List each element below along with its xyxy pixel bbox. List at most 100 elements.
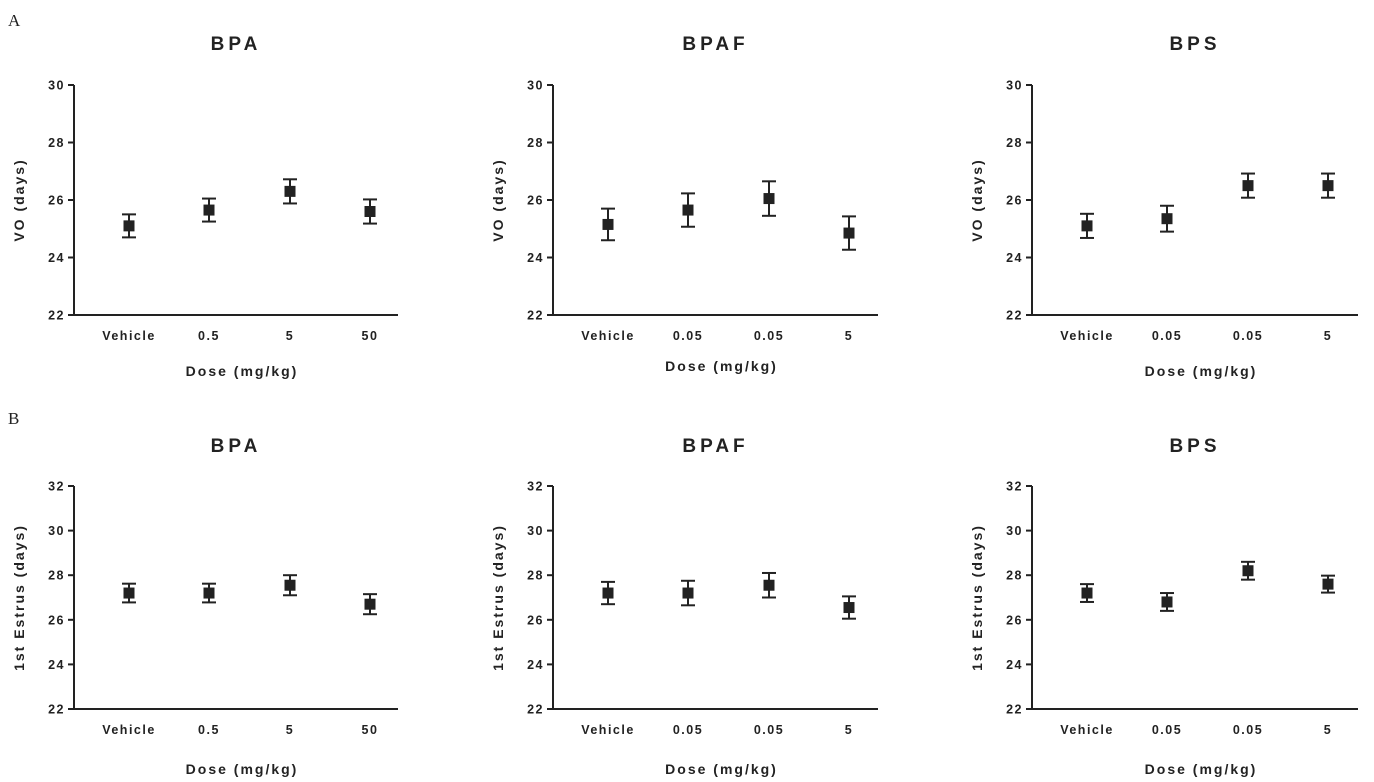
y-tick-label: 22	[1006, 309, 1023, 323]
chart-title: BPAF	[682, 34, 748, 55]
y-tick-label: 30	[1006, 524, 1023, 538]
chart-b-bpaf: BPAF 22 24 26 28 30 32 1st Estrus (days) Vehicle…	[490, 436, 878, 777]
data-point	[1161, 213, 1173, 225]
data-point	[682, 587, 694, 599]
x-tick-label: Vehicle	[581, 723, 635, 737]
data-point	[763, 579, 775, 591]
x-tick-label: Vehicle	[1060, 723, 1114, 737]
y-tick-label: 28	[527, 569, 544, 583]
y-tick-label: 26	[48, 613, 65, 627]
data-point	[843, 227, 855, 239]
y-tick-label: 24	[1006, 251, 1023, 265]
y-tick-label: 30	[527, 524, 544, 538]
y-tick-label: 28	[1006, 569, 1023, 583]
x-tick-label: 50	[362, 723, 379, 737]
x-tick-label: 0.05	[673, 723, 703, 737]
data-point	[602, 587, 614, 599]
y-tick-label: 24	[48, 251, 65, 265]
y-axis-label: VO (days)	[490, 158, 506, 241]
y-tick-label: 22	[527, 309, 544, 323]
chart-title: BPAF	[682, 436, 748, 457]
data-point	[1242, 565, 1254, 577]
y-tick-label: 26	[527, 613, 544, 627]
y-tick-label: 26	[1006, 194, 1023, 208]
x-axis-label: Dose (mg/kg)	[186, 363, 299, 379]
y-axis-label: VO (days)	[11, 158, 27, 241]
data-point	[284, 579, 296, 591]
chart-title: BPA	[211, 436, 262, 457]
data-point	[1242, 180, 1254, 192]
chart-title: BPS	[1169, 436, 1220, 457]
data-point	[602, 218, 614, 230]
y-axis-label: VO (days)	[969, 158, 985, 241]
y-tick-label: 28	[48, 569, 65, 583]
x-axis-label: Dose (mg/kg)	[665, 761, 778, 777]
x-tick-label: 5	[845, 329, 853, 343]
data-point	[843, 602, 855, 614]
y-tick-label: 32	[48, 480, 65, 494]
y-tick-label: 22	[527, 703, 544, 717]
x-axis-label: Dose (mg/kg)	[665, 358, 778, 374]
y-tick-label: 26	[527, 194, 544, 208]
x-tick-label: Vehicle	[102, 723, 156, 737]
y-tick-label: 32	[527, 480, 544, 494]
data-point	[1322, 578, 1334, 590]
chart-title: BPS	[1169, 34, 1220, 55]
chart-b-bpa: BPA 22 24 26 28 30 32 1st Estrus (days) Vehicle 0…	[11, 436, 398, 777]
x-tick-label: 0.05	[754, 723, 784, 737]
y-tick-label: 28	[48, 136, 65, 150]
panel-letter-a: A	[8, 11, 21, 30]
y-tick-label: 30	[48, 79, 65, 93]
x-axis-label: Dose (mg/kg)	[186, 761, 299, 777]
y-tick-label: 24	[48, 658, 65, 672]
chart-b-bps: BPS 22 24 26 28 30 32 1st Estrus (days) Vehicle 0…	[969, 436, 1358, 777]
y-axis-label: 1st Estrus (days)	[490, 524, 506, 671]
y-tick-label: 28	[527, 136, 544, 150]
chart-a-bpaf: BPAF 22 24 26 28 30 VO (days) Vehicle 0.05 0.05 5 D…	[490, 34, 878, 374]
y-tick-label: 24	[527, 658, 544, 672]
x-tick-label: Vehicle	[1060, 329, 1114, 343]
x-tick-label: 0.05	[1152, 723, 1182, 737]
chart-title: BPA	[211, 34, 262, 55]
data-point	[203, 587, 215, 599]
data-point	[1081, 220, 1093, 232]
data-point	[1081, 587, 1093, 599]
x-tick-label: 0.05	[754, 329, 784, 343]
x-tick-label: Vehicle	[581, 329, 635, 343]
y-axis-label: 1st Estrus (days)	[11, 524, 27, 671]
x-tick-label: 5	[845, 723, 853, 737]
x-tick-label: 0.05	[1233, 329, 1263, 343]
y-tick-label: 26	[1006, 613, 1023, 627]
data-point	[284, 185, 296, 197]
panel-letter-b: B	[8, 409, 19, 428]
x-tick-label: 0.5	[198, 329, 220, 343]
x-tick-label: 50	[362, 329, 379, 343]
data-point	[763, 193, 775, 205]
data-point	[123, 220, 135, 232]
data-point	[682, 204, 694, 216]
x-axis-label: Dose (mg/kg)	[1145, 761, 1258, 777]
y-tick-label: 22	[48, 309, 65, 323]
x-axis-label: Dose (mg/kg)	[1145, 363, 1258, 379]
chart-a-bps: BPS 22 24 26 28 30 VO (days) Vehicle 0.05 0.05 5 Do…	[969, 34, 1358, 379]
x-tick-label: 5	[1324, 723, 1332, 737]
charts-container: BPA 22 24 26 28 30 VO (days) Vehicle 0.5 5 50 Dose …	[11, 34, 1358, 777]
y-tick-label: 26	[48, 194, 65, 208]
y-tick-label: 30	[1006, 79, 1023, 93]
y-tick-label: 22	[48, 703, 65, 717]
x-tick-label: 0.5	[198, 723, 220, 737]
x-tick-label: 0.05	[1152, 329, 1182, 343]
y-tick-label: 24	[1006, 658, 1023, 672]
x-tick-label: 5	[286, 723, 294, 737]
data-point	[123, 587, 135, 599]
y-tick-label: 22	[1006, 703, 1023, 717]
x-tick-label: 0.05	[1233, 723, 1263, 737]
data-point	[1322, 180, 1334, 192]
data-point	[364, 598, 376, 610]
data-point	[203, 204, 215, 216]
y-tick-label: 30	[48, 524, 65, 538]
y-tick-label: 24	[527, 251, 544, 265]
y-tick-label: 30	[527, 79, 544, 93]
x-tick-label: 0.05	[673, 329, 703, 343]
